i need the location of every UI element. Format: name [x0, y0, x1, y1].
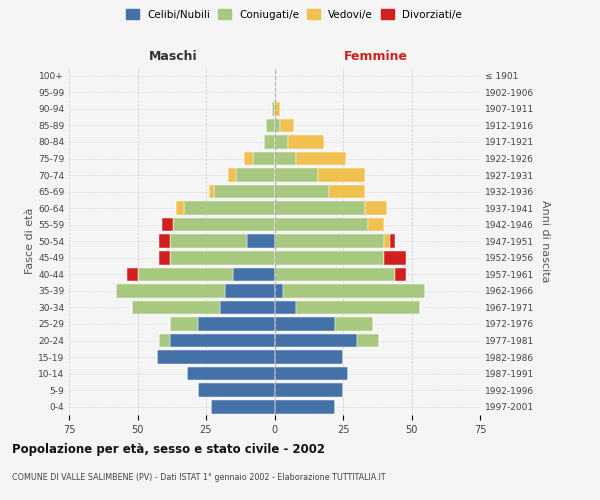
Bar [132, 300, 220, 314]
Bar [384, 251, 406, 264]
Bar [275, 334, 356, 347]
Bar [160, 234, 170, 248]
Bar [275, 300, 296, 314]
Bar [247, 234, 275, 248]
Bar [266, 118, 275, 132]
Bar [211, 400, 275, 413]
Bar [335, 317, 373, 331]
Bar [275, 268, 395, 281]
Bar [319, 168, 365, 182]
Bar [288, 135, 324, 148]
Bar [157, 350, 275, 364]
Text: Femmine: Femmine [344, 50, 408, 62]
Text: Maschi: Maschi [149, 50, 197, 62]
Bar [275, 152, 296, 166]
Bar [296, 300, 420, 314]
Bar [365, 202, 387, 215]
Bar [275, 317, 335, 331]
Bar [170, 234, 247, 248]
Text: Popolazione per età, sesso e stato civile - 2002: Popolazione per età, sesso e stato civil… [12, 442, 325, 456]
Bar [253, 152, 275, 166]
Bar [283, 284, 425, 298]
Bar [384, 234, 389, 248]
Legend: Celibi/Nubili, Coniugati/e, Vedovi/e, Divorziati/e: Celibi/Nubili, Coniugati/e, Vedovi/e, Di… [122, 5, 466, 24]
Bar [198, 384, 275, 397]
Bar [187, 367, 275, 380]
Bar [275, 118, 280, 132]
Bar [275, 135, 288, 148]
Bar [389, 234, 395, 248]
Bar [170, 334, 275, 347]
Bar [228, 168, 236, 182]
Y-axis label: Anni di nascita: Anni di nascita [539, 200, 550, 282]
Bar [214, 185, 275, 198]
Bar [275, 218, 368, 232]
Bar [116, 284, 225, 298]
Bar [275, 251, 384, 264]
Bar [275, 185, 329, 198]
Bar [275, 234, 384, 248]
Bar [236, 168, 275, 182]
Bar [160, 334, 170, 347]
Bar [233, 268, 275, 281]
Y-axis label: Fasce di età: Fasce di età [25, 208, 35, 274]
Bar [275, 400, 335, 413]
Bar [368, 218, 384, 232]
Bar [209, 185, 214, 198]
Bar [137, 268, 233, 281]
Bar [170, 251, 275, 264]
Bar [170, 317, 198, 331]
Text: COMUNE DI VALLE SALIMBENE (PV) - Dati ISTAT 1° gennaio 2002 - Elaborazione TUTTI: COMUNE DI VALLE SALIMBENE (PV) - Dati IS… [12, 472, 386, 482]
Bar [160, 251, 170, 264]
Bar [275, 384, 343, 397]
Bar [275, 102, 280, 116]
Bar [176, 202, 184, 215]
Bar [275, 367, 349, 380]
Bar [275, 284, 283, 298]
Bar [198, 317, 275, 331]
Bar [275, 202, 365, 215]
Bar [127, 268, 137, 281]
Bar [329, 185, 365, 198]
Bar [220, 300, 275, 314]
Bar [184, 202, 275, 215]
Bar [296, 152, 346, 166]
Bar [225, 284, 275, 298]
Bar [275, 168, 319, 182]
Bar [173, 218, 275, 232]
Bar [280, 118, 293, 132]
Bar [356, 334, 379, 347]
Bar [272, 102, 275, 116]
Bar [263, 135, 275, 148]
Bar [244, 152, 253, 166]
Bar [395, 268, 406, 281]
Bar [162, 218, 173, 232]
Bar [275, 350, 343, 364]
